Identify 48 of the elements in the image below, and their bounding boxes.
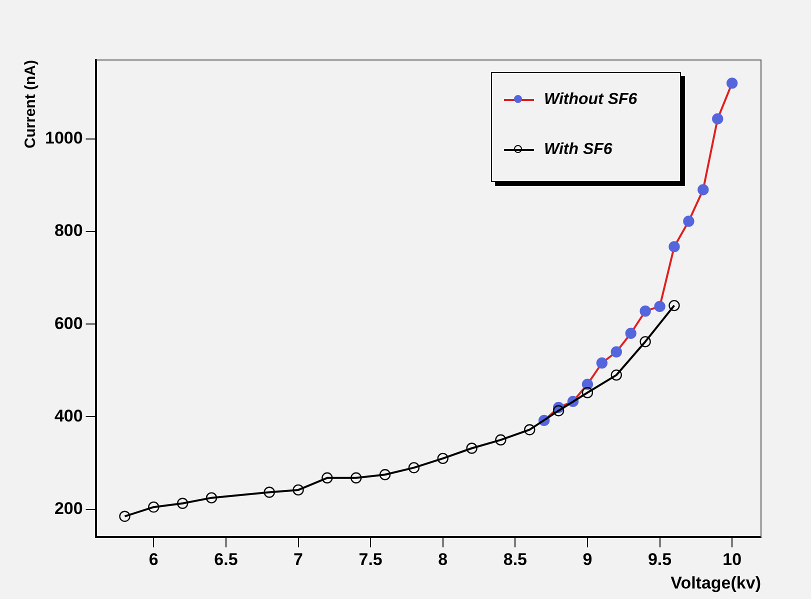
- y-axis-title: Current (nA): [22, 60, 40, 148]
- y-tick-label: 400: [54, 406, 83, 426]
- x-tick-label: 9.5: [648, 550, 672, 570]
- point: [176, 498, 188, 509]
- point: [610, 346, 622, 358]
- y-tick-label: 1000: [44, 128, 83, 148]
- y-tick-label: 800: [54, 221, 83, 240]
- point: [206, 492, 218, 504]
- point: [322, 472, 333, 484]
- x-tick-label: 8.5: [503, 550, 527, 570]
- point: [640, 306, 651, 317]
- point: [654, 300, 666, 312]
- legend-label: Without SF6: [544, 91, 638, 109]
- point: [582, 387, 594, 398]
- legend-label: With SF6: [544, 141, 612, 159]
- point: [552, 405, 564, 416]
- y-tick-label: 600: [54, 314, 83, 333]
- x-tick-label: 10: [722, 550, 742, 570]
- point: [264, 486, 275, 498]
- point: [408, 462, 420, 474]
- point: [625, 328, 636, 339]
- x-tick-label: 7.5: [358, 550, 382, 570]
- x-tick-label: 7: [294, 550, 303, 570]
- point: [466, 442, 478, 454]
- point: [726, 78, 738, 89]
- point: [292, 484, 304, 496]
- x-tick-label: 9: [582, 550, 592, 570]
- point: [640, 336, 651, 348]
- x-tick-label: 6.5: [214, 550, 238, 570]
- point: [712, 113, 724, 124]
- point: [495, 434, 506, 446]
- point: [350, 472, 362, 484]
- point: [582, 378, 594, 390]
- x-axis-title: Voltage(kv): [670, 573, 761, 592]
- x-tick-label: 6: [148, 550, 158, 570]
- point: [683, 216, 694, 227]
- point: [698, 184, 709, 196]
- point: [437, 452, 448, 464]
- point: [379, 469, 391, 480]
- point: [668, 241, 680, 252]
- x-tick-label: 8: [438, 550, 448, 570]
- point: [524, 424, 536, 436]
- y-tick-label: 200: [54, 499, 83, 518]
- point: [668, 300, 680, 312]
- point: [148, 501, 160, 513]
- point: [596, 357, 608, 369]
- point: [119, 510, 130, 522]
- point: [610, 369, 622, 381]
